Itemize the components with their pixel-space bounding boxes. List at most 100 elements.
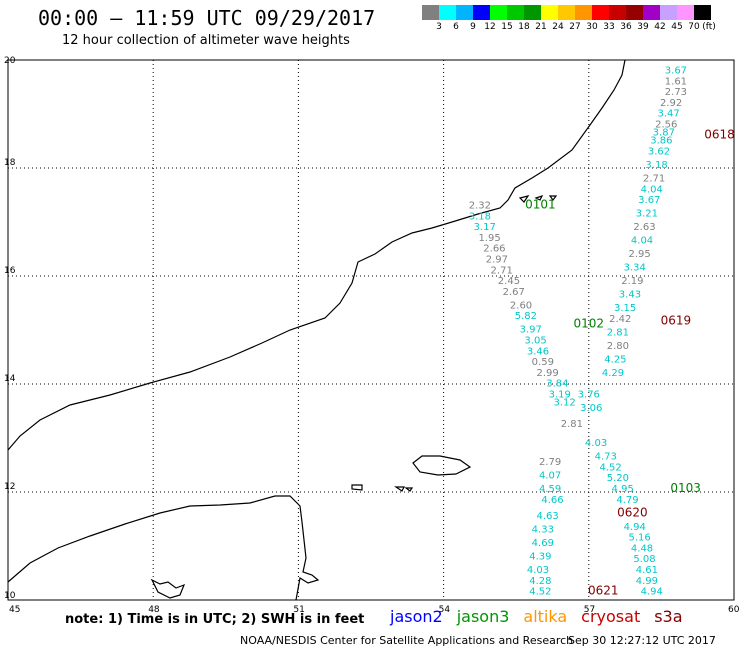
lat-tick-label: 16: [4, 266, 16, 276]
wave-height-value: 5.20: [607, 473, 629, 484]
island-masirah: [518, 194, 558, 203]
coastline: [7, 59, 626, 601]
wave-height-value: 4.04: [641, 184, 663, 195]
legend-swatch: [422, 5, 439, 20]
wave-height-value: 4.48: [631, 543, 653, 554]
lon-tick-label: 51: [293, 605, 304, 615]
wave-height-value: 4.61: [636, 565, 658, 576]
lat-tick-label: 12: [4, 482, 15, 492]
timestamp: Sep 30 12:27:12 UTC 2017: [568, 634, 716, 647]
legend-swatches: [422, 5, 711, 20]
legend-label: 6: [453, 22, 459, 32]
legend-label: 45: [671, 22, 683, 32]
legend-swatch: [660, 5, 677, 20]
legend-label: 18: [518, 22, 530, 32]
legend-swatch: [439, 5, 456, 20]
satellite-legend-s3a: s3a: [654, 607, 683, 626]
wave-height-value: 4.94: [624, 522, 646, 533]
wave-height-value: 1.61: [665, 76, 687, 87]
wave-height-value: 3.15: [614, 303, 636, 314]
wave-height-value: 4.63: [537, 511, 559, 522]
legend-label: 12: [484, 22, 496, 32]
coastline-arabia: [7, 59, 626, 451]
wave-values: 3.671.612.732.923.472.563.873.863.623.18…: [469, 66, 687, 598]
legend-swatch: [456, 5, 473, 20]
wave-height-value: 5.82: [515, 311, 537, 322]
page-subtitle: 12 hour collection of altimeter wave hei…: [62, 33, 350, 48]
wave-height-value: 3.43: [619, 290, 641, 301]
wave-height-value: 2.66: [483, 244, 505, 255]
satellite-legend-jason2: jason2: [390, 607, 443, 626]
lon-tick-label: 57: [584, 605, 595, 615]
wave-height-value: 2.63: [633, 222, 655, 233]
island-socotra: [412, 455, 472, 476]
wave-height-value: 3.67: [638, 195, 660, 206]
wave-height-value: 3.34: [624, 263, 646, 274]
legend-label: 36: [620, 22, 632, 32]
wave-height-value: 2.56: [655, 120, 677, 131]
wave-height-value: 2.80: [607, 341, 629, 352]
legend-swatch: [677, 5, 694, 20]
wave-height-value: 3.06: [580, 403, 602, 414]
pass-time-label: 0620: [617, 505, 648, 519]
wave-height-value: 2.32: [469, 201, 491, 212]
wave-height-value: 3.87: [653, 128, 675, 139]
wave-height-value: 4.69: [532, 538, 554, 549]
legend-label: (ft): [702, 22, 716, 32]
map-frame: [7, 59, 735, 601]
wave-height-value: 3.76: [578, 390, 600, 401]
wave-height-value: 4.79: [616, 495, 638, 506]
pass-time-label: 0621: [588, 584, 619, 598]
legend-label: 9: [470, 22, 476, 32]
legend-label: 39: [637, 22, 649, 32]
satellite-legend-altika: altika: [523, 607, 568, 626]
legend-label: 33: [603, 22, 615, 32]
wave-height-value: 3.47: [658, 109, 680, 120]
lon-tick-label: 48: [148, 605, 160, 615]
island-small-3: [404, 487, 414, 492]
legend-label: 27: [569, 22, 581, 32]
legend-swatch: [643, 5, 660, 20]
wave-height-value: 2.81: [561, 419, 583, 430]
wave-height-value: 3.19: [549, 390, 571, 401]
legend-label: 30: [586, 22, 598, 32]
satellite-legend-cryosat: cryosat: [581, 607, 641, 626]
legend-swatch: [524, 5, 541, 20]
wave-height-value: 0.59: [532, 357, 554, 368]
coastline-somalia: [7, 495, 320, 601]
wave-height-value: 3.12: [553, 398, 575, 409]
wave-height-value: 3.97: [520, 325, 542, 336]
legend-swatch: [626, 5, 643, 20]
wave-height-value: 2.79: [539, 457, 561, 468]
legend-swatch: [558, 5, 575, 20]
wave-height-value: 4.73: [595, 452, 617, 463]
wave-height-value: 1.95: [478, 233, 500, 244]
wave-height-value: 3.05: [524, 336, 546, 347]
legend-label: 42: [654, 22, 666, 32]
wave-height-value: 4.39: [529, 552, 551, 563]
wave-height-value: 2.71: [643, 174, 665, 185]
island-small-2: [394, 486, 405, 492]
legend-swatch: [609, 5, 626, 20]
wave-height-value: 3.18: [645, 160, 667, 171]
lat-tick-label: 10: [4, 591, 16, 601]
legend-label: 15: [501, 22, 513, 32]
wave-height-value: 2.71: [491, 265, 513, 276]
coast-fragment: [150, 578, 186, 599]
legend-swatch: [541, 5, 558, 20]
lat-tick-label: 18: [4, 158, 16, 168]
color-legend: 3 6 9 12 15 18 21 24 27 30 33 36 39 42 45 70 (ft): [422, 5, 716, 32]
wave-height-value: 3.67: [665, 66, 687, 77]
wave-height-value: 4.07: [539, 471, 561, 482]
legend-swatch: [592, 5, 609, 20]
wave-height-value: 4.03: [527, 565, 549, 576]
pass-labels: 0101 0102 0103 0618 0619 0620 0621: [525, 127, 735, 597]
legend-swatch: [575, 5, 592, 20]
wave-height-value: 2.19: [621, 276, 643, 287]
lon-tick-label: 60: [728, 605, 740, 615]
wave-height-value: 4.03: [585, 438, 607, 449]
wave-height-value: 4.59: [539, 484, 561, 495]
wave-height-value: 3.46: [527, 346, 549, 357]
wave-height-value: 2.95: [628, 249, 650, 260]
